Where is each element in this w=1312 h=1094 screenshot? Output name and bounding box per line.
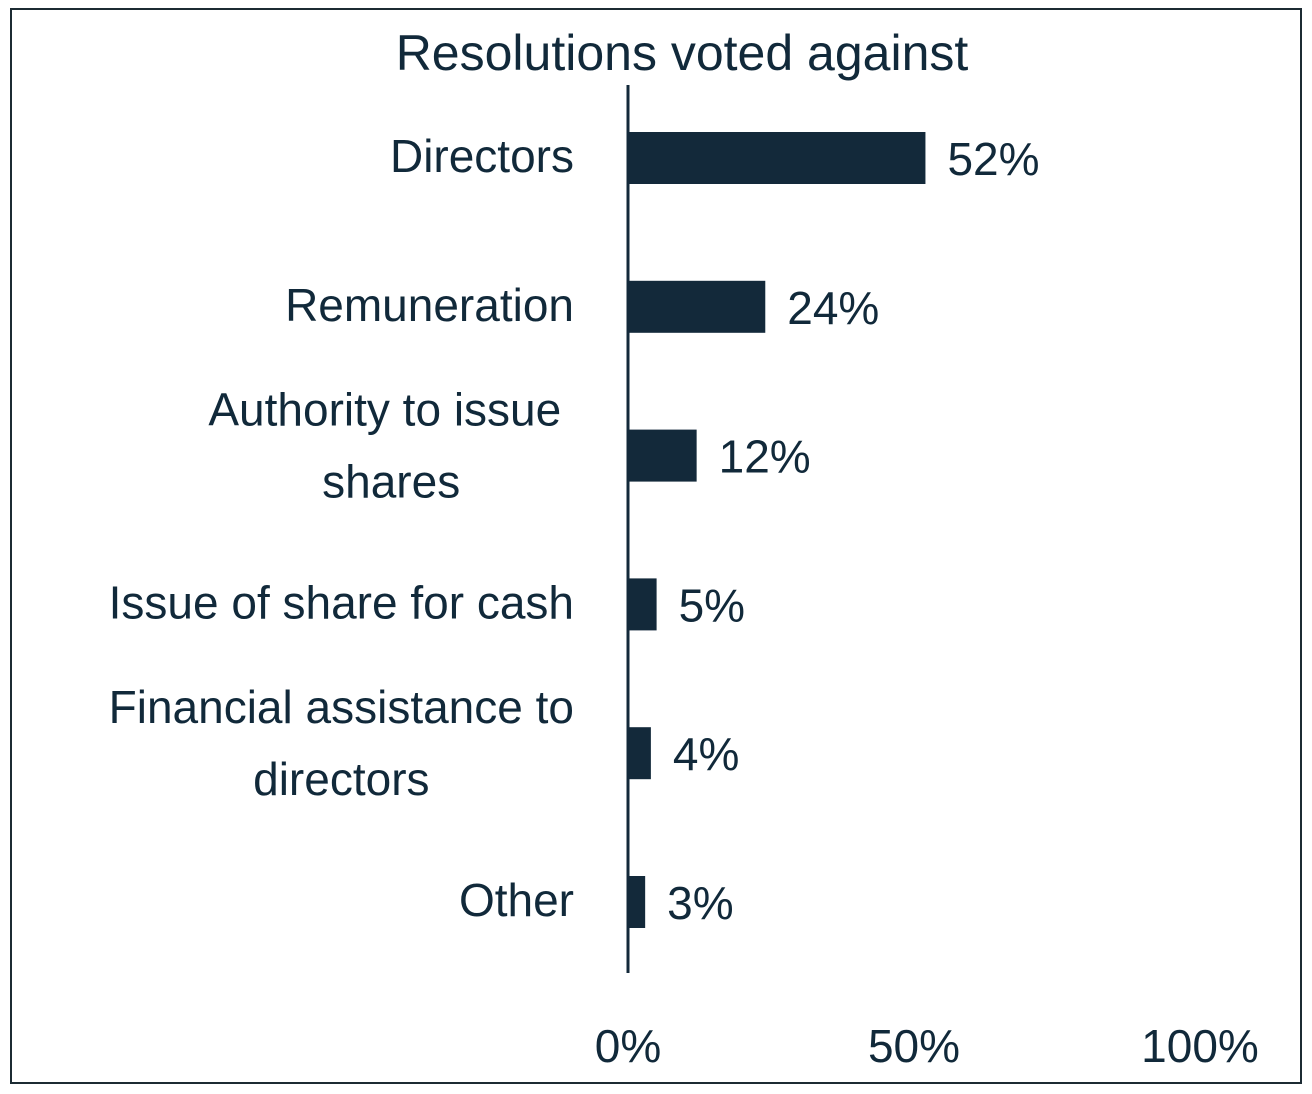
x-tick-label-0: 0% bbox=[595, 1020, 661, 1072]
bar-3 bbox=[628, 578, 657, 631]
chart-frame bbox=[10, 8, 1302, 1084]
category-label-2: Authority to issue shares bbox=[208, 384, 574, 508]
bars-layer: 52% Directors 24% Remuneration 12% Authority … bbox=[109, 130, 1040, 929]
category-label-1: Remuneration bbox=[285, 279, 574, 331]
value-label-4: 4% bbox=[673, 728, 739, 780]
category-label-5: Other bbox=[459, 874, 574, 926]
category-label-4: Financial assistance to directors bbox=[109, 681, 574, 805]
bar-4 bbox=[628, 727, 651, 780]
category-label-4-line-0: Financial assistance to bbox=[109, 681, 574, 733]
bar-5 bbox=[628, 876, 646, 928]
category-label-3: Issue of share for cash bbox=[109, 576, 574, 628]
bar-2 bbox=[628, 429, 697, 482]
category-label-2-line-1: shares bbox=[322, 456, 460, 508]
category-label-0: Directors bbox=[390, 130, 574, 182]
value-label-0: 52% bbox=[947, 133, 1039, 185]
category-label-2-line-0: Authority to issue bbox=[208, 384, 574, 436]
x-tick-label-1: 50% bbox=[868, 1020, 960, 1072]
value-label-5: 3% bbox=[667, 877, 733, 929]
chart-title: Resolutions voted against bbox=[396, 25, 969, 81]
bar-0 bbox=[628, 132, 926, 184]
bar-1 bbox=[628, 280, 766, 333]
value-label-3: 5% bbox=[679, 579, 745, 631]
value-label-2: 12% bbox=[719, 431, 811, 483]
x-axis-ticks: 0% 50% 100% bbox=[595, 1020, 1259, 1072]
value-label-1: 24% bbox=[787, 282, 879, 334]
x-tick-label-2: 100% bbox=[1141, 1020, 1259, 1072]
category-label-4-line-1: directors bbox=[253, 753, 429, 805]
